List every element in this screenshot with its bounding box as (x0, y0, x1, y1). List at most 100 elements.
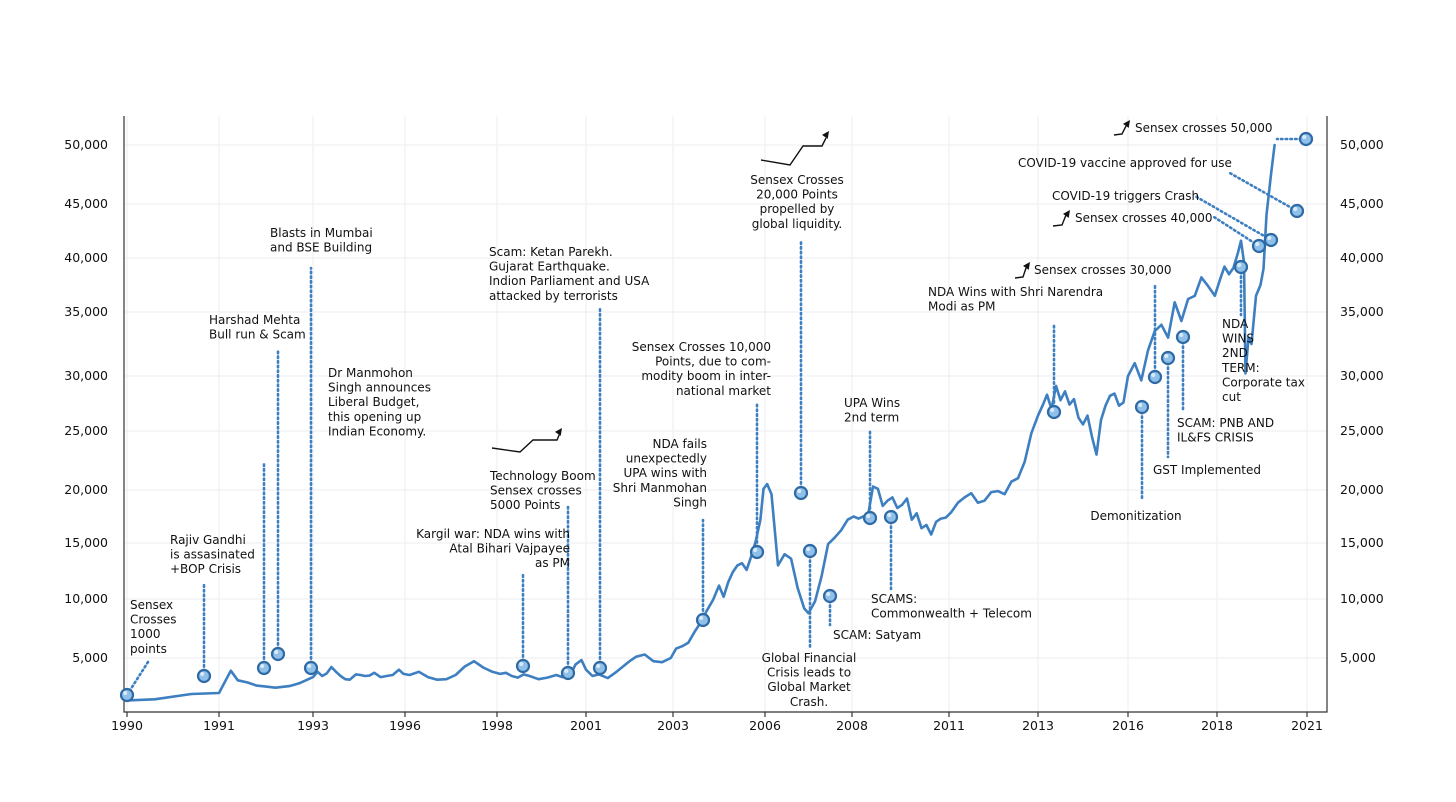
event-annotation-7: Technology Boom Sensex crosses 5000 Points (489, 469, 596, 512)
grid (124, 116, 1327, 712)
event-marker-22 (1251, 238, 1267, 254)
annotation-line: Liberal Budget, (328, 395, 419, 409)
event-marker-7 (560, 665, 576, 681)
annotation-line: Demonitization (1090, 509, 1181, 523)
annotation-line: points (130, 642, 167, 656)
annotation-line: GST Implemented (1153, 463, 1261, 477)
annotation-line: Blasts in Mumbai (270, 226, 373, 240)
event-marker-highlight (1138, 402, 1143, 408)
annotation-line: Harshad Mehta (209, 313, 300, 327)
event-annotation-19: Sensex crosses 30,000 (1034, 263, 1172, 277)
event-annotations: Sensex Crosses 1000 points Rajiv Gandhi is as… (130, 121, 1305, 709)
x-tick-label: 2008 (836, 718, 868, 733)
trend-arrow-40000-head (1063, 210, 1070, 218)
event-marker-25 (1298, 131, 1314, 147)
annotation-line: Scam: Ketan Parekh. (489, 245, 613, 259)
event-annotation-20: SCAM: PNB AND IL&FS CRISIS (1177, 416, 1274, 445)
annotation-line: 5000 Points (490, 498, 560, 512)
event-marker-highlight (797, 488, 802, 494)
annotation-line: Sensex crosses 50,000 (1135, 121, 1273, 135)
event-marker-highlight (1179, 332, 1184, 338)
event-annotation-12: Global Financial Crisis leads to Global Ma… (762, 651, 857, 709)
x-tick-label: 2021 (1291, 718, 1323, 733)
event-annotation-13: SCAM: Satyam (833, 628, 921, 642)
annotation-line: 2ND (1222, 346, 1248, 360)
event-marker-highlight (1151, 372, 1156, 378)
x-tick-label: 2001 (570, 718, 602, 733)
annotation-line: is assasinated (170, 548, 255, 562)
event-annotation-6: Kargil war: NDA wins with Atal Bihari Vaj… (416, 527, 570, 570)
series-layer (125, 143, 1276, 702)
event-marker-highlight (826, 591, 831, 597)
axes (123, 116, 1328, 717)
event-marker-18 (1160, 350, 1176, 366)
event-marker-12 (802, 543, 818, 559)
annotation-line: Sensex crosses (490, 484, 582, 498)
event-marker-19 (1147, 369, 1163, 385)
annotation-line: Atal Bihari Vajpayee (449, 542, 570, 556)
annotation-line: UPA Wins (844, 396, 900, 410)
annotation-line: Sensex crosses 40,000 (1075, 211, 1213, 225)
annotation-line: Sensex Crosses 10,000 (632, 340, 771, 354)
annotation-line: Sensex Crosses (750, 173, 843, 187)
event-annotation-18: GST Implemented (1153, 463, 1261, 477)
event-marker-16 (1046, 404, 1062, 420)
y-tick-label-left: 40,000 (64, 250, 108, 265)
annotation-line: Rajiv Gandhi (170, 533, 246, 547)
annotation-line: global liquidity. (752, 217, 843, 231)
annotation-line: this opening up (328, 410, 421, 424)
event-marker-highlight (1267, 235, 1272, 241)
event-annotation-15: SCAMS: Commonwealth + Telecom (871, 592, 1032, 621)
x-tick-label: 1998 (481, 718, 513, 733)
y-tick-label-left: 50,000 (64, 137, 108, 152)
y-tick-label-right: 15,000 (1340, 535, 1384, 550)
event-marker-9 (695, 612, 711, 628)
event-marker-4 (303, 660, 319, 676)
event-marker-1 (196, 668, 212, 684)
event-annotation-24: COVID-19 vaccine approved for use (1018, 156, 1232, 170)
y-tick-label-right: 40,000 (1340, 250, 1384, 265)
event-marker-highlight (274, 649, 279, 655)
event-marker-highlight (1237, 262, 1242, 268)
event-marker-6 (515, 658, 531, 674)
event-marker-24 (1289, 203, 1305, 219)
annotation-line: Dr Manmohon (328, 366, 413, 380)
annotation-line: Modi as PM (928, 300, 995, 314)
event-marker-3 (270, 646, 286, 662)
annotation-line: attacked by terrorists (489, 289, 618, 303)
event-marker-highlight (753, 547, 758, 553)
x-tick-label: 2011 (933, 718, 965, 733)
event-marker-15 (883, 509, 899, 525)
x-tick-label: 2013 (1022, 718, 1054, 733)
event-markers (119, 131, 1314, 703)
annotation-line: Indian Economy. (328, 424, 426, 438)
event-annotation-11: Sensex Crosses 20,000 Points propelled by g… (750, 173, 843, 231)
event-marker-17 (1134, 399, 1150, 415)
annotation-line: TERM: (1221, 361, 1260, 375)
annotation-line: Crosses (130, 613, 177, 627)
annotation-line: SCAMS: (871, 592, 917, 606)
annotation-line: 20,000 Points (756, 188, 838, 202)
x-tick-label: 1991 (203, 718, 235, 733)
event-marker-highlight (699, 615, 704, 621)
annotation-line: COVID-19 vaccine approved for use (1018, 156, 1232, 170)
y-tick-label-right: 5,000 (1340, 650, 1376, 665)
y-tick-label-left: 30,000 (64, 368, 108, 383)
event-annotation-23: COVID-19 triggers Crash (1052, 189, 1199, 203)
x-tick-label: 2003 (657, 718, 689, 733)
annotation-line: WINS (1222, 332, 1254, 346)
annotation-line: Corporate tax (1222, 375, 1305, 389)
event-marker-highlight (596, 663, 601, 669)
annotation-line: NDA Wins with Shri Narendra (928, 285, 1103, 299)
event-leader-23 (1193, 194, 1273, 242)
annotation-line: UPA wins with (623, 466, 707, 480)
annotation-line: Global Market (767, 680, 851, 694)
event-marker-highlight (123, 690, 128, 696)
annotation-line: Sensex crosses 30,000 (1034, 263, 1172, 277)
annotation-line: COVID-19 triggers Crash (1052, 189, 1199, 203)
event-marker-0 (119, 687, 135, 703)
trend-arrows (491, 120, 1130, 453)
x-tick-label: 1996 (389, 718, 421, 733)
annotation-line: Commonwealth + Telecom (871, 607, 1032, 621)
